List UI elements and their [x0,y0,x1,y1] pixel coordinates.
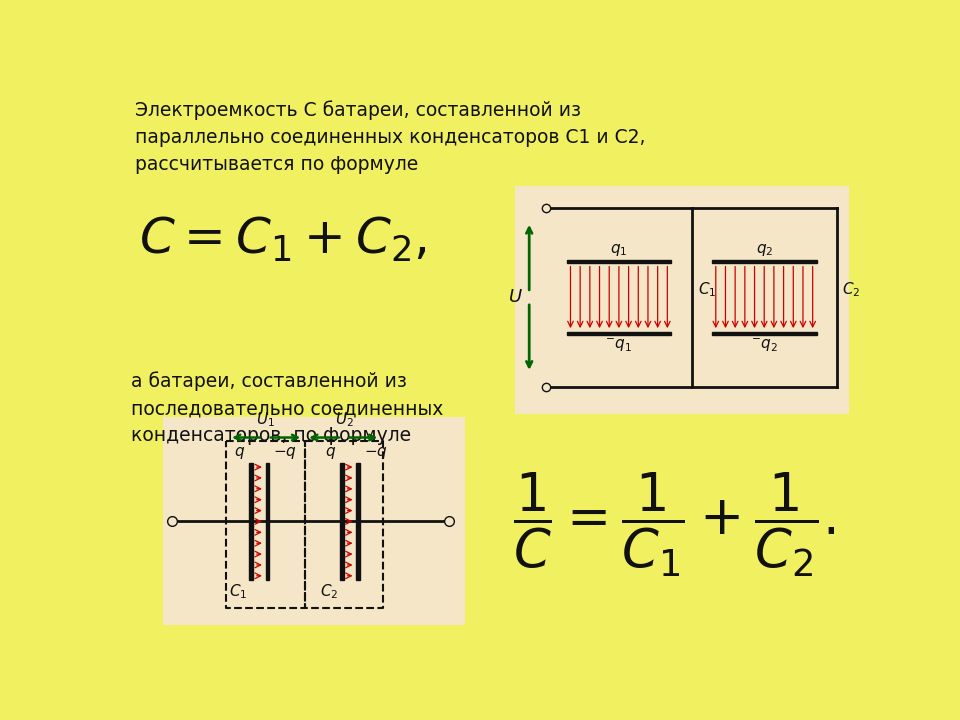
Text: $^{-}q_1$: $^{-}q_1$ [606,337,633,354]
Text: $C_2$: $C_2$ [320,582,338,601]
Bar [340,463,344,580]
Bar [712,332,817,335]
Text: $U_2$: $U_2$ [335,410,353,429]
Text: $U_1$: $U_1$ [256,410,275,429]
Bar [566,332,671,335]
Text: $-q$: $-q$ [274,445,298,462]
Text: $C_2$: $C_2$ [842,280,860,299]
Text: $C_1$: $C_1$ [229,582,248,601]
Text: $\dfrac{1}{C} = \dfrac{1}{C_1} + \dfrac{1}{C_2}.$: $\dfrac{1}{C} = \dfrac{1}{C_1} + \dfrac{… [513,471,835,580]
Text: $^{-}q_2$: $^{-}q_2$ [751,337,778,354]
Text: $q$: $q$ [234,445,246,462]
Text: $U$: $U$ [508,289,523,307]
Text: $-q$: $-q$ [364,445,388,462]
Text: а батареи, составленной из
последовательно соединенных
конденсаторов, по формуле: а батареи, составленной из последователь… [131,372,444,446]
Text: $q$: $q$ [325,445,336,462]
Bar [356,463,360,580]
Text: $q_2$: $q_2$ [756,242,773,258]
Text: Электроемкость С батареи, составленной из
 параллельно соединенных конденсаторов: Электроемкость С батареи, составленной и… [130,100,646,174]
Bar [250,463,253,580]
Bar [566,260,671,263]
Bar [266,463,270,580]
Text: $\mathit{C} = \mathit{C}_1 + \mathit{C}_{2},$: $\mathit{C} = \mathit{C}_1 + \mathit{C}_… [139,216,426,265]
Bar [712,260,817,263]
Bar [162,418,465,626]
Text: $q_1$: $q_1$ [611,242,628,258]
Text: $C_1$: $C_1$ [698,280,716,299]
Bar [516,186,849,414]
